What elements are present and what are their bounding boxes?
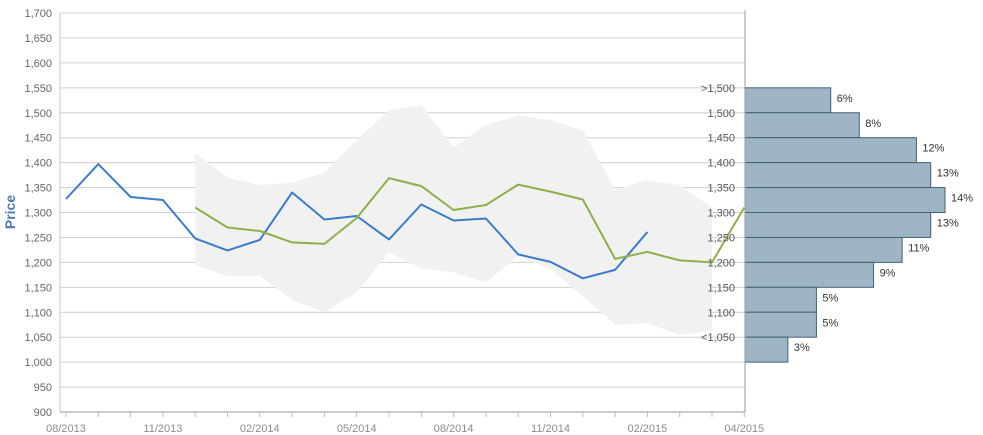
y-tick-label: 950 — [34, 382, 52, 394]
histogram-bar — [744, 137, 917, 164]
y-tick-label: 1,600 — [24, 58, 52, 70]
series-line-1 — [65, 163, 649, 280]
y-tick-label: 1,450 — [24, 133, 52, 145]
histogram-bucket-label: 1,200 — [707, 257, 735, 269]
histogram-percent-label: 5% — [822, 292, 838, 304]
x-tick-label: 02/2015 — [628, 423, 668, 435]
y-tick-label: 1,150 — [24, 282, 52, 294]
histogram-bucket-label: <1,050 — [701, 332, 735, 344]
y-tick-label: 1,300 — [24, 208, 52, 220]
histogram-percent-label: 11% — [908, 242, 929, 254]
histogram-percent-label: 5% — [822, 317, 838, 329]
histogram-percent-label: 12% — [922, 143, 944, 155]
distribution-histogram — [744, 87, 946, 363]
y-tick-label: 1,550 — [24, 83, 52, 95]
series-lines — [65, 163, 746, 280]
y-tick-label: 1,650 — [24, 33, 52, 45]
y-tick-label: 1,700 — [24, 8, 52, 20]
histogram-percent-label: 3% — [794, 342, 810, 354]
histogram-bar — [744, 236, 903, 263]
y-tick-label: 1,200 — [24, 257, 52, 269]
histogram-bucket-label: >1,500 — [701, 83, 735, 95]
histogram-bucket-label: 1,500 — [707, 108, 735, 120]
histogram-bucket-label: 1,450 — [707, 133, 735, 145]
axes — [59, 10, 746, 417]
histogram-bar — [744, 286, 817, 313]
y-tick-label: 1,250 — [24, 232, 52, 244]
histogram-bucket-label: 1,350 — [707, 183, 735, 195]
histogram-bucket-label: 1,400 — [707, 158, 735, 170]
histogram-bar — [744, 162, 932, 189]
histogram-bar — [744, 261, 875, 288]
y-tick-label: 1,050 — [24, 332, 52, 344]
y-tick-label: 900 — [34, 407, 52, 419]
histogram-bucket-label: 1,300 — [707, 208, 735, 220]
histogram-bucket-label: 1,100 — [707, 307, 735, 319]
histogram-bar — [744, 311, 817, 338]
y-tick-label: 1,350 — [24, 183, 52, 195]
y-tick-label: 1,000 — [24, 357, 52, 369]
x-tick-label: 02/2014 — [240, 423, 280, 435]
y-tick-label: 1,500 — [24, 108, 52, 120]
x-tick-label: 04/2015 — [724, 423, 764, 435]
histogram-percent-label: 14% — [951, 193, 973, 205]
y-tick-label: 1,100 — [24, 307, 52, 319]
axis-labels: 900 950 1,000 1,050 1,100 1,150 1,200 1,250 1,30… — [24, 8, 973, 435]
x-tick-label: 08/2014 — [434, 423, 474, 435]
y-axis-label: Price — [2, 195, 18, 229]
x-tick-label: 05/2014 — [337, 423, 377, 435]
histogram-bucket-label: 1,250 — [707, 232, 735, 244]
histogram-percent-label: 13% — [937, 168, 959, 180]
x-tick-label: 08/2013 — [46, 423, 86, 435]
y-tick-label: 1,400 — [24, 158, 52, 170]
histogram-percent-label: 8% — [865, 118, 881, 130]
histogram-bar — [744, 87, 832, 114]
series-line-2 — [194, 177, 746, 264]
x-tick-label: 11/2014 — [531, 423, 570, 435]
histogram-bar — [744, 112, 860, 139]
histogram-bar — [744, 336, 789, 363]
x-tick-label: 11/2013 — [143, 423, 182, 435]
histogram-percent-label: 6% — [837, 93, 853, 105]
histogram-bar — [744, 187, 946, 213]
histogram-bucket-label: 1,150 — [707, 282, 735, 294]
histogram-bar — [744, 212, 932, 238]
histogram-percent-label: 13% — [937, 218, 959, 230]
histogram-percent-label: 9% — [880, 267, 896, 279]
